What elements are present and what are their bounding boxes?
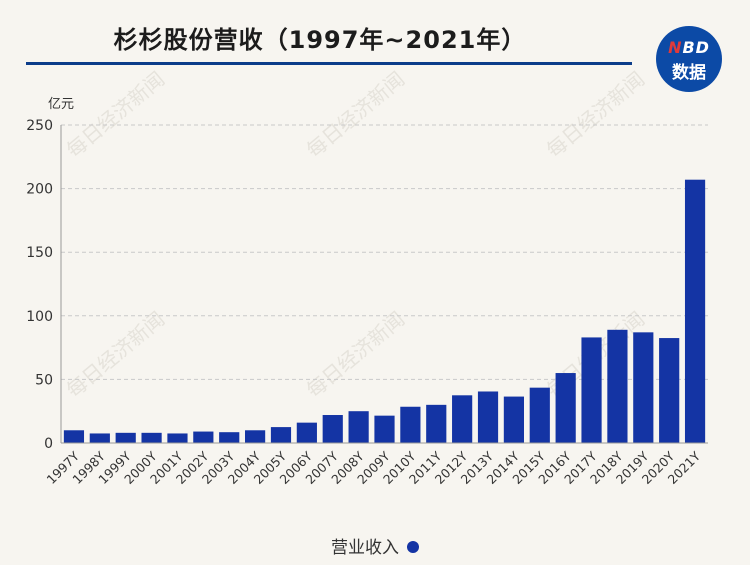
bar bbox=[529, 387, 550, 443]
logo-nbd-text: NBD bbox=[668, 38, 710, 57]
bar bbox=[400, 406, 421, 443]
grid-lines bbox=[61, 124, 708, 380]
watermark-text: 每日经济新闻 bbox=[62, 307, 169, 403]
y-tick-label: 150 bbox=[26, 245, 53, 261]
bar bbox=[89, 433, 110, 443]
bar bbox=[374, 415, 395, 443]
y-tick-label: 250 bbox=[26, 118, 53, 134]
bar bbox=[607, 329, 628, 443]
y-tick-label: 0 bbox=[44, 436, 53, 452]
legend: 营业收入 bbox=[0, 533, 750, 558]
bar bbox=[322, 415, 343, 443]
bar bbox=[193, 431, 214, 443]
legend-marker bbox=[407, 541, 419, 553]
bar bbox=[503, 396, 524, 443]
watermark-text: 每日经济新闻 bbox=[62, 67, 169, 163]
bar bbox=[426, 404, 447, 443]
bar bbox=[141, 432, 162, 443]
bar bbox=[115, 432, 136, 443]
bar bbox=[452, 395, 473, 443]
bar bbox=[633, 332, 654, 443]
watermark-text: 每日经济新闻 bbox=[302, 307, 409, 403]
y-tick-label: 50 bbox=[35, 372, 53, 388]
watermark-text: 每日经济新闻 bbox=[302, 67, 409, 163]
bar bbox=[167, 433, 188, 443]
bar bbox=[219, 432, 240, 443]
legend-label: 营业收入 bbox=[331, 538, 399, 558]
bar bbox=[581, 337, 602, 443]
chart-title: 杉杉股份营收（1997年~2021年） bbox=[113, 26, 527, 54]
bars bbox=[63, 179, 706, 444]
logo-data-text: 数据 bbox=[672, 63, 706, 83]
bar bbox=[63, 430, 85, 443]
title-underline bbox=[26, 62, 632, 65]
bar bbox=[296, 422, 317, 443]
nbd-logo: NBD 数据 bbox=[656, 26, 722, 92]
bar bbox=[348, 411, 369, 443]
bar bbox=[270, 427, 292, 443]
bar bbox=[245, 430, 266, 443]
watermarks: 每日经济新闻每日经济新闻每日经济新闻每日经济新闻每日经济新闻每日经济新闻 bbox=[62, 67, 649, 403]
y-tick-label: 200 bbox=[26, 182, 53, 198]
y-tick-label: 100 bbox=[26, 309, 53, 325]
y-axis-ticks: 0 50 100 150 200 250 bbox=[26, 118, 53, 452]
bar bbox=[659, 338, 680, 443]
y-axis-label: 亿元 bbox=[48, 97, 74, 112]
bar bbox=[684, 179, 706, 444]
bar bbox=[477, 391, 499, 443]
watermark-text: 每日经济新闻 bbox=[542, 67, 649, 163]
bar bbox=[555, 373, 576, 443]
x-axis-ticks: 1997Y1998Y1999Y2000Y2001Y2002Y2003Y2004Y… bbox=[44, 448, 704, 487]
